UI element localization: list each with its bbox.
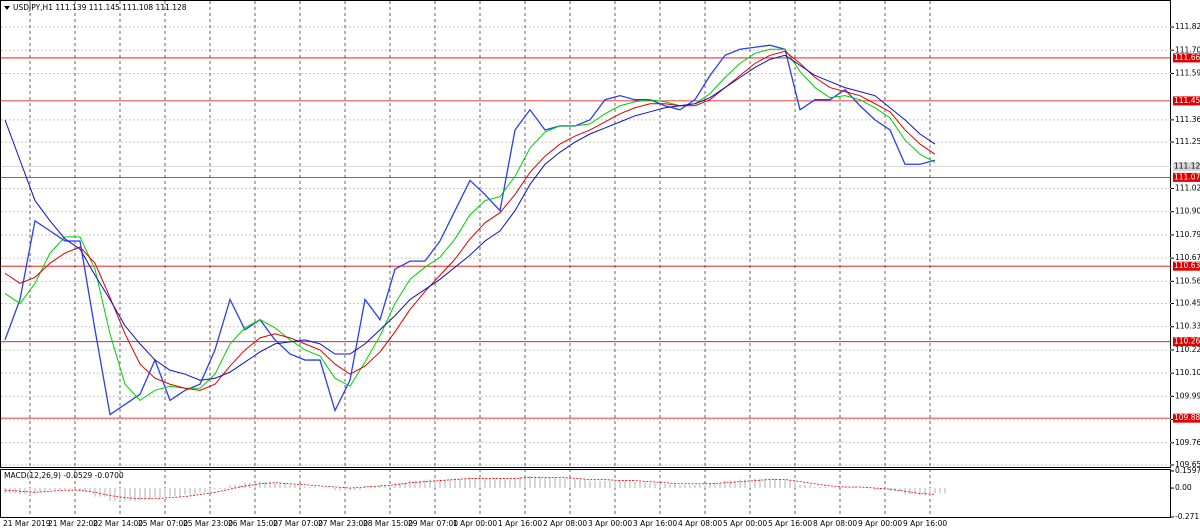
level-label: 111.454 xyxy=(1174,96,1200,105)
chart-title: USDJPY,H1 111.139 111.145 111.108 111.12… xyxy=(13,3,187,12)
y-tick-label: 111.705 xyxy=(1175,45,1200,54)
x-tick-label: 3 Apr 00:00 xyxy=(588,519,632,528)
y-tick-label: 0.00 xyxy=(1175,483,1192,492)
current-label: 111.128 xyxy=(1174,162,1200,171)
y-tick-label: 110.105 xyxy=(1175,368,1200,377)
price-line xyxy=(4,50,936,391)
x-tick-label: 1 Apr 16:00 xyxy=(498,519,542,528)
y-tick-label: 110.560 xyxy=(1175,276,1200,285)
level-label: 110.261 xyxy=(1174,337,1200,346)
macd-frame xyxy=(0,469,1171,518)
y-tick-label: 109.650 xyxy=(1175,460,1200,469)
x-tick-label: 9 Apr 00:00 xyxy=(858,519,902,528)
y-tick-label: 110.790 xyxy=(1175,230,1200,239)
level-tag xyxy=(1173,337,1200,347)
y-tick-label: 109.990 xyxy=(1175,391,1200,400)
x-tick-label: 25 Mar 07:00 xyxy=(138,519,188,528)
level-tag xyxy=(1173,261,1200,271)
y-tick-label: 111.820 xyxy=(1175,22,1200,31)
y-tick-label: 111.250 xyxy=(1175,137,1200,146)
x-tick-label: 25 Mar 23:00 xyxy=(183,519,233,528)
x-tick-label: 21 Mar 2019 xyxy=(3,519,51,528)
price-line xyxy=(4,48,936,402)
y-tick-label: 109.760 xyxy=(1175,438,1200,447)
macd-title: MACD(12,26,9) -0.0529 -0.0700 xyxy=(4,471,124,480)
level-tag xyxy=(1173,172,1200,182)
x-tick-label: 29 Mar 07:00 xyxy=(408,519,458,528)
x-tick-label: 9 Apr 16:00 xyxy=(903,519,947,528)
x-tick-label: 8 Apr 08:00 xyxy=(813,519,857,528)
signal-line xyxy=(4,476,936,500)
price-line xyxy=(4,44,936,416)
y-tick-label: 111.020 xyxy=(1175,183,1200,192)
current-tag xyxy=(1173,162,1200,172)
x-tick-label: 2 Apr 08:00 xyxy=(543,519,587,528)
x-tick-label: 5 Apr 00:00 xyxy=(723,519,767,528)
y-tick-label: 0.1597 xyxy=(1175,466,1200,475)
y-tick-label: 110.450 xyxy=(1175,299,1200,308)
x-tick-label: 4 Apr 08:00 xyxy=(678,519,722,528)
x-tick-label: 27 Mar 07:00 xyxy=(273,519,323,528)
x-tick-label: 5 Apr 16:00 xyxy=(768,519,812,528)
level-label: 110.635 xyxy=(1174,261,1200,270)
price-line xyxy=(4,54,936,381)
x-tick-label: 27 Mar 23:00 xyxy=(318,519,368,528)
y-tick-label: 110.335 xyxy=(1175,322,1200,331)
x-tick-label: 28 Mar 15:00 xyxy=(363,519,413,528)
y-tick-label: 110.905 xyxy=(1175,207,1200,216)
level-tag xyxy=(1173,96,1200,106)
level-tag xyxy=(1173,53,1200,63)
x-tick-label: 3 Apr 16:00 xyxy=(633,519,677,528)
y-tick-label: 111.590 xyxy=(1175,68,1200,77)
y-tick-label: 110.675 xyxy=(1175,253,1200,262)
level-tag xyxy=(1173,413,1200,423)
main-frame xyxy=(0,0,1171,468)
x-tick-label: 1 Apr 00:00 xyxy=(453,519,497,528)
y-tick-label: 111.360 xyxy=(1175,115,1200,124)
level-label: 111.075 xyxy=(1174,172,1200,181)
x-tick-label: 26 Mar 15:00 xyxy=(228,519,278,528)
y-tick-label: 110.220 xyxy=(1175,345,1200,354)
x-tick-label: 21 Mar 22:00 xyxy=(48,519,98,528)
x-tick-label: 22 Mar 14:00 xyxy=(93,519,143,528)
level-label: 111.667 xyxy=(1174,53,1200,62)
menu-icon xyxy=(4,6,10,10)
y-tick-label: -0.271 xyxy=(1175,512,1199,521)
level-label: 109.882 xyxy=(1174,413,1200,422)
